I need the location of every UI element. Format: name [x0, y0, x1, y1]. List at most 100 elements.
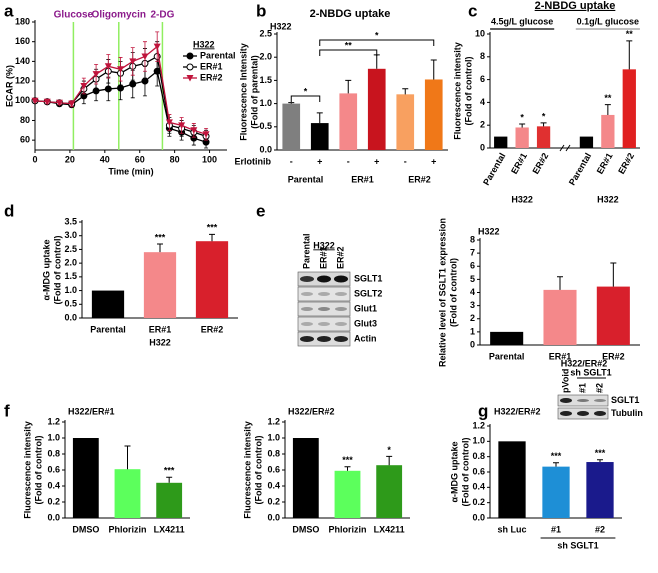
bar: [282, 103, 301, 150]
x-tick-label: Parental: [90, 324, 126, 334]
bar: [156, 482, 183, 518]
bar: [494, 136, 508, 148]
y-tick-label: 10: [475, 28, 485, 38]
x-tick-label: 0: [32, 154, 37, 164]
y-tick-label: 0.4: [47, 480, 60, 490]
western-blot-g: [557, 394, 609, 420]
y-tick-label: 0.4: [267, 480, 280, 490]
bar: [579, 136, 594, 148]
protein-label: Glut3: [354, 318, 377, 328]
significance-star: **: [604, 93, 612, 103]
x-tick-label: 20: [65, 154, 75, 164]
y-tick-label: 7: [470, 248, 475, 258]
y-tick-label: 3: [470, 300, 475, 310]
error-bar: [344, 466, 351, 471]
error-bar: [386, 455, 393, 466]
marker: [141, 53, 149, 60]
y-tick-label: 0: [480, 142, 485, 152]
annotation-label: 2-DG: [150, 10, 174, 21]
error-bar: [597, 459, 603, 463]
y-tick-label: 1.0: [259, 98, 272, 108]
marker: [55, 99, 63, 107]
x-tick-label: +: [317, 156, 322, 166]
western-blot-e: [297, 271, 351, 347]
significance-star: ***: [155, 232, 166, 242]
chart-title: H322/ER#2: [494, 406, 541, 416]
error-bar: [626, 40, 633, 70]
chart-title: 2-NBDG uptake: [535, 0, 616, 12]
bar: [601, 114, 615, 148]
error-bar: [209, 233, 215, 242]
y-tick-label: 140: [15, 56, 30, 66]
lane-label: pVoid: [560, 369, 570, 393]
group-xlabel: H322: [597, 194, 619, 204]
subtitle: H322: [270, 21, 292, 31]
x-tick-label: #1: [551, 524, 561, 534]
y-tick-label: 8: [470, 234, 475, 244]
error-bar: [316, 112, 323, 124]
panel-letter: f: [4, 401, 10, 420]
x-tick-label: +: [374, 156, 379, 166]
x-tick-label: Phlorizin: [329, 524, 367, 534]
x-tick-label: ER#1: [549, 351, 572, 361]
y-axis-label: Fluorescence intensity: [242, 421, 252, 519]
bar: [586, 462, 614, 518]
x-tick-label: LX4211: [154, 524, 185, 534]
bar: [72, 438, 99, 518]
error-bar: [430, 59, 437, 80]
error-bar: [402, 88, 409, 95]
bar: [143, 252, 177, 318]
legend-marker: [186, 63, 194, 71]
marker: [43, 98, 51, 106]
y-tick-label: 1.2: [47, 416, 60, 426]
marker: [117, 84, 125, 92]
legend-title: H322: [193, 39, 215, 49]
y-tick-label: 0.8: [47, 448, 60, 458]
y-tick-label: 2: [470, 313, 475, 323]
significance-label: *: [375, 30, 379, 40]
error-bar: [557, 276, 563, 290]
group-xlabel: H322: [511, 194, 533, 204]
y-tick-label: 0: [470, 339, 475, 349]
y-tick-label: 6: [480, 74, 485, 84]
y-tick-label: 1.2: [472, 420, 485, 430]
legend-label: ER#1: [200, 61, 223, 71]
group-label: sh SGLT1: [557, 540, 598, 550]
x-tick-label: 100: [202, 154, 217, 164]
error-bar: [124, 445, 131, 470]
y-axis-label: Relative level of SGLT1 expression: [437, 218, 447, 367]
y-tick-label: 0.0: [259, 144, 272, 154]
error-bar: [345, 79, 352, 94]
significance-star: ***: [207, 223, 218, 233]
group-label: ER#1: [351, 174, 374, 184]
lane-label: ER#2: [335, 246, 345, 269]
significance-star: ***: [342, 455, 353, 465]
y-tick-label: 1.5: [259, 75, 272, 85]
significance-bracket: [290, 95, 321, 102]
significance-bracket: [319, 49, 378, 56]
y-axis-label: (Fold of control): [463, 57, 473, 126]
bar: [396, 94, 415, 150]
x-tick-label: -: [290, 156, 293, 166]
annotation-label: Oligomycin: [92, 10, 146, 21]
bar: [91, 290, 125, 318]
y-tick-label: 2.0: [259, 52, 272, 62]
group-label: ER#2: [408, 174, 431, 184]
y-tick-label: 0.0: [47, 512, 60, 522]
marker: [104, 85, 112, 93]
error-bar: [166, 476, 173, 483]
x-tick-label: -: [347, 156, 350, 166]
y-axis-label: (Fold of control): [253, 436, 263, 505]
marker: [104, 63, 112, 70]
marker: [129, 80, 137, 88]
significance-star: ***: [595, 448, 606, 458]
marker: [68, 100, 76, 108]
x-tick-label: 60: [135, 154, 145, 164]
y-axis-label: Fluorescence Intensity: [238, 43, 248, 141]
bar: [310, 123, 329, 150]
y-tick-label: 4: [470, 287, 475, 297]
x-tick-label: Phlorizin: [109, 524, 147, 534]
y-tick-label: 80: [20, 115, 30, 125]
error-bar: [519, 123, 526, 128]
